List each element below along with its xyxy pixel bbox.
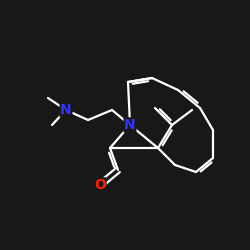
- Text: O: O: [94, 178, 106, 192]
- Text: N: N: [124, 118, 136, 132]
- Text: N: N: [60, 103, 72, 117]
